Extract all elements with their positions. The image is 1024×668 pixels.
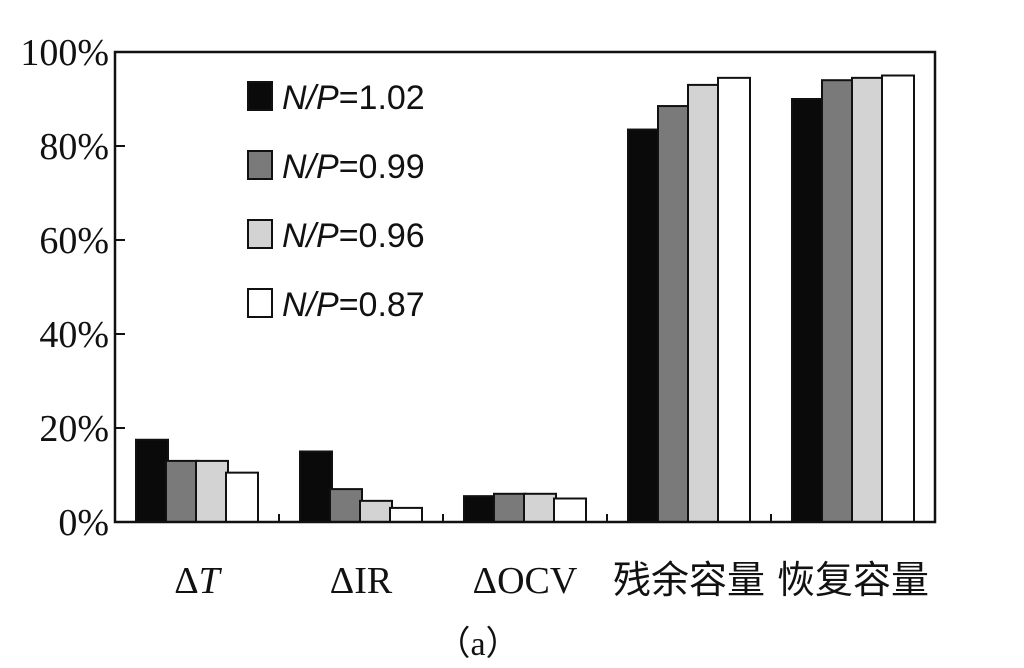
bar <box>523 492 557 523</box>
bar <box>165 459 199 523</box>
legend-label: N/P=1.02 <box>282 79 425 117</box>
bar <box>717 76 751 523</box>
y-tick-label: 20% <box>39 408 109 450</box>
bar <box>493 492 527 523</box>
bar <box>299 450 333 523</box>
bar <box>881 74 915 523</box>
bar <box>851 76 885 523</box>
legend-swatch <box>247 81 273 111</box>
legend-label: N/P=0.99 <box>282 148 425 186</box>
x-tick-label: 恢复容量 <box>777 560 929 602</box>
y-axis: 0% 20% 40% 60% 80% 100% <box>20 32 125 544</box>
bar <box>389 506 423 523</box>
bar <box>657 105 691 524</box>
x-tick-label: ΔOCV <box>473 560 578 602</box>
bar <box>627 128 661 524</box>
bar <box>821 79 855 523</box>
y-tick-label: 0% <box>58 502 109 544</box>
y-tick-label: 80% <box>39 126 109 168</box>
bar <box>791 98 825 523</box>
legend-label: N/P=0.96 <box>282 217 425 255</box>
x-tick-label: 残余容量 <box>613 560 765 602</box>
y-tick-label: 40% <box>39 314 109 356</box>
bar <box>329 488 363 524</box>
bar <box>359 499 393 524</box>
bar <box>687 83 721 524</box>
x-tick-label: ΔIR <box>330 560 393 602</box>
bar <box>195 459 229 523</box>
bar <box>553 497 587 523</box>
bar <box>463 495 497 523</box>
bar <box>135 438 169 523</box>
bars-layer <box>135 74 915 524</box>
figure-caption: （a） <box>436 625 519 663</box>
x-axis: ΔT ΔIR ΔOCV 残余容量 恢复容量 <box>174 514 929 602</box>
plot-frame <box>113 50 937 524</box>
bar <box>225 471 259 523</box>
legend-label: N/P=0.87 <box>282 286 425 324</box>
legend-swatch <box>247 150 273 180</box>
legend-swatch <box>247 219 273 249</box>
legend-swatch <box>247 288 273 318</box>
y-tick-label: 60% <box>39 220 109 262</box>
x-tick-label: ΔT <box>174 560 222 602</box>
legend: N/P=1.02 N/P=0.99 N/P=0.96 N/P=0.87 <box>247 79 425 324</box>
y-tick-label: 100% <box>20 32 109 74</box>
